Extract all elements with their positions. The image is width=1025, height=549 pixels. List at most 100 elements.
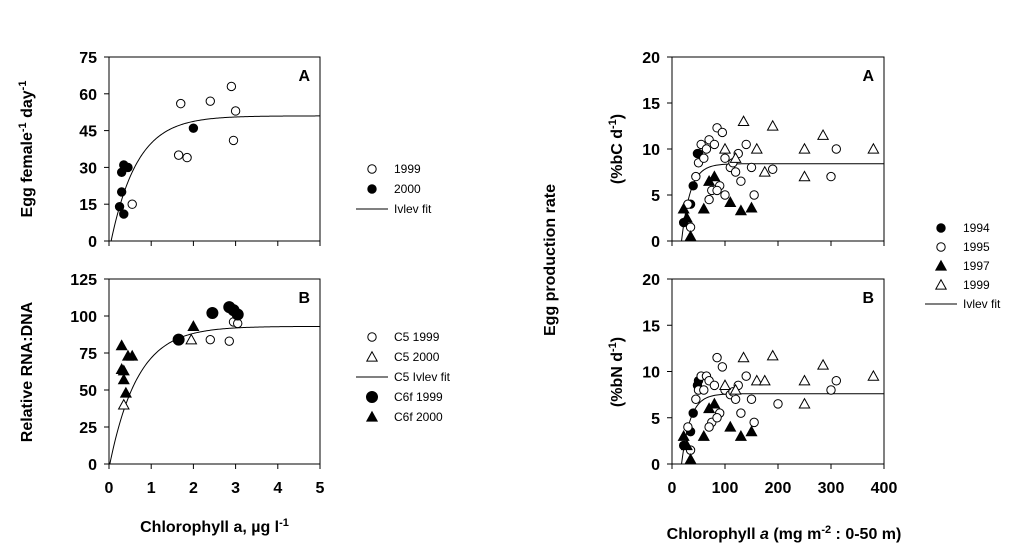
data-point xyxy=(224,336,234,346)
data-point xyxy=(115,339,128,351)
fit-curve xyxy=(110,115,320,242)
panel-3: 0 5 10 15 20 A (%bC d-1) xyxy=(607,50,885,251)
data-point xyxy=(677,202,690,214)
data-point xyxy=(724,196,737,208)
panel-2: 0 25 50 75 100 125 0 1 2 3 4 5 B Relative RNA:DNA Chlo… xyxy=(19,272,325,536)
data-point xyxy=(119,386,132,398)
legend-left-top: 1999 2000 Ivlev fit xyxy=(356,162,432,216)
legend-marker xyxy=(365,350,379,362)
x-tick-label: 300 xyxy=(818,480,845,497)
data-point xyxy=(188,123,199,133)
data-point xyxy=(798,374,811,386)
y-tick-label: 45 xyxy=(79,124,97,141)
x-tick-label: 0 xyxy=(668,480,677,497)
legend-marker xyxy=(934,259,948,271)
data-point xyxy=(798,397,811,409)
y-tick-label: 25 xyxy=(79,420,97,437)
y-tick-label: 15 xyxy=(642,96,660,113)
y-tick-label: 75 xyxy=(79,346,97,363)
legend-label: 2000 xyxy=(394,182,421,196)
data-point xyxy=(734,204,747,216)
panel-letter: A xyxy=(298,68,310,85)
y-tick-label: 10 xyxy=(642,142,660,159)
legend-label: 1995 xyxy=(963,240,990,254)
data-point xyxy=(746,162,757,173)
data-point xyxy=(684,453,697,465)
legend-marker xyxy=(367,164,377,174)
x-tick-label: 400 xyxy=(871,480,898,497)
data-point xyxy=(228,135,239,146)
x-tick-label: 200 xyxy=(765,480,792,497)
shared-y-axis-label: Egg production rate xyxy=(542,184,559,336)
legend-label: C5 Ivlev fit xyxy=(394,370,451,384)
data-point xyxy=(127,199,137,209)
panel-letter: B xyxy=(298,290,310,307)
data-point xyxy=(688,181,698,191)
data-point xyxy=(817,358,830,370)
legend-right: 1994 1995 1997 1999 Ivlev fit xyxy=(925,221,1001,311)
y-tick-label: 20 xyxy=(642,272,660,289)
legends: 1999 2000 Ivlev fit C5 1999 C5 2000 C5 Ivlev … xyxy=(356,162,1001,424)
data-point xyxy=(206,307,219,320)
data-point xyxy=(798,170,811,182)
data-point xyxy=(831,144,841,154)
data-point xyxy=(126,349,139,361)
x-tick-label: 5 xyxy=(316,480,325,497)
y-tick-label: 75 xyxy=(79,50,97,67)
data-point xyxy=(691,394,701,404)
x-tick-label: 0 xyxy=(105,480,114,497)
y-tick-label: 50 xyxy=(79,383,97,400)
data-point xyxy=(704,422,714,432)
data-point xyxy=(758,165,771,177)
data-point xyxy=(117,373,130,385)
y-tick-label: 0 xyxy=(651,234,660,251)
data-point xyxy=(691,171,701,182)
legend-marker xyxy=(367,184,377,194)
legend-marker xyxy=(936,223,946,233)
data-point xyxy=(737,351,750,363)
legend-marker xyxy=(366,391,378,403)
data-point xyxy=(750,374,763,386)
y-tick-label: 30 xyxy=(79,160,97,177)
legend-label: C6f 2000 xyxy=(394,410,443,424)
data-point xyxy=(773,399,783,409)
data-point xyxy=(709,380,720,391)
y-tick-label: 10 xyxy=(642,365,660,382)
y-tick-label: 125 xyxy=(70,272,97,289)
data-point xyxy=(699,153,709,163)
data-point xyxy=(712,185,722,196)
y-axis-label: (%bN d-1) xyxy=(607,337,626,407)
data-point xyxy=(117,398,130,410)
legend-label: C5 2000 xyxy=(394,350,440,364)
y-tick-label: 15 xyxy=(642,318,660,335)
data-point xyxy=(680,211,693,223)
fit-curve xyxy=(681,393,884,465)
x-axis-label: Chlorophyll a (mg m-2 : 0-50 m) xyxy=(667,524,902,543)
data-point xyxy=(746,394,757,404)
data-point xyxy=(831,376,841,386)
data-point xyxy=(173,150,184,160)
data-point xyxy=(205,334,215,345)
data-point xyxy=(718,379,732,391)
data-point xyxy=(729,383,742,395)
legend-label: 1999 xyxy=(394,162,421,176)
data-point xyxy=(709,139,720,150)
data-point xyxy=(712,413,722,423)
plot-frame xyxy=(108,56,321,242)
x-tick-label: 2 xyxy=(189,480,198,497)
data-point xyxy=(718,142,732,154)
y-tick-label: 0 xyxy=(651,457,660,474)
data-point xyxy=(734,430,747,441)
data-point xyxy=(826,385,836,395)
x-tick-label: 1 xyxy=(147,480,156,497)
data-point xyxy=(683,422,693,432)
x-tick-label: 3 xyxy=(231,480,240,497)
panel-letter: A xyxy=(862,68,874,85)
y-tick-label: 5 xyxy=(651,188,660,205)
data-point xyxy=(741,139,751,150)
data-point xyxy=(708,170,721,182)
legend-marker xyxy=(936,242,946,252)
